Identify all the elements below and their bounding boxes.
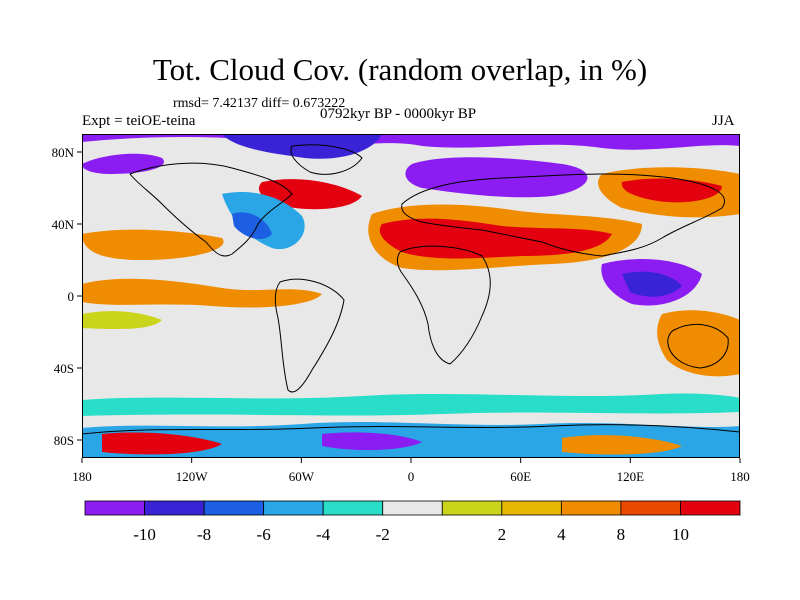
map-frame [82, 134, 740, 458]
lon-tick-label: 120W [176, 469, 209, 484]
figure-title: Tot. Cloud Cov. (random overlap, in %) [152, 52, 648, 87]
colorbar-swatch [84, 500, 145, 516]
lon-tick-label: 0 [408, 469, 415, 484]
colorbar-label: 2 [498, 525, 507, 544]
colorbar-label: 4 [557, 525, 566, 544]
colorbar-swatch [501, 500, 562, 516]
colorbar-label: -6 [257, 525, 271, 544]
colorbar-swatch [441, 500, 503, 516]
cloud-cover-map [82, 134, 740, 458]
colorbar-label: -10 [133, 525, 156, 544]
colorbar-swatch [203, 500, 265, 516]
colorbar-label: 8 [617, 525, 626, 544]
lat-tick-label: 40N [52, 217, 75, 232]
stats-text: rmsd= 7.42137 diff= 0.673222 [173, 96, 346, 111]
colorbar-swatch [322, 500, 384, 516]
lat-tick-label: 80N [52, 145, 75, 160]
lon-tick-label: 180 [730, 469, 750, 484]
lon-tick-label: 180 [72, 469, 92, 484]
colorbar-swatch [144, 500, 205, 516]
colorbar-swatch [382, 500, 443, 516]
lat-tick-label: 80S [54, 433, 74, 448]
season-label: JJA [712, 113, 735, 129]
period-label: 0792kyr BP - 0000kyr BP [320, 106, 477, 122]
lat-tick-label: 0 [68, 289, 75, 304]
colorbar-label: -8 [197, 525, 211, 544]
lon-tick-label: 60E [510, 469, 531, 484]
colorbar-swatch [620, 500, 681, 516]
experiment-label: Expt = teiOE-teina [82, 113, 196, 129]
colorbar-label: -4 [316, 525, 331, 544]
lon-tick-label: 120E [617, 469, 645, 484]
colorbar-swatch [263, 500, 324, 516]
colorbar-label: 10 [672, 525, 689, 544]
colorbar-swatch [680, 500, 741, 516]
colorbar-swatch [560, 500, 622, 516]
lat-tick-label: 40S [54, 361, 74, 376]
colorbar-label: -2 [376, 525, 390, 544]
lon-tick-label: 60W [289, 469, 315, 484]
coastlines [82, 144, 740, 435]
